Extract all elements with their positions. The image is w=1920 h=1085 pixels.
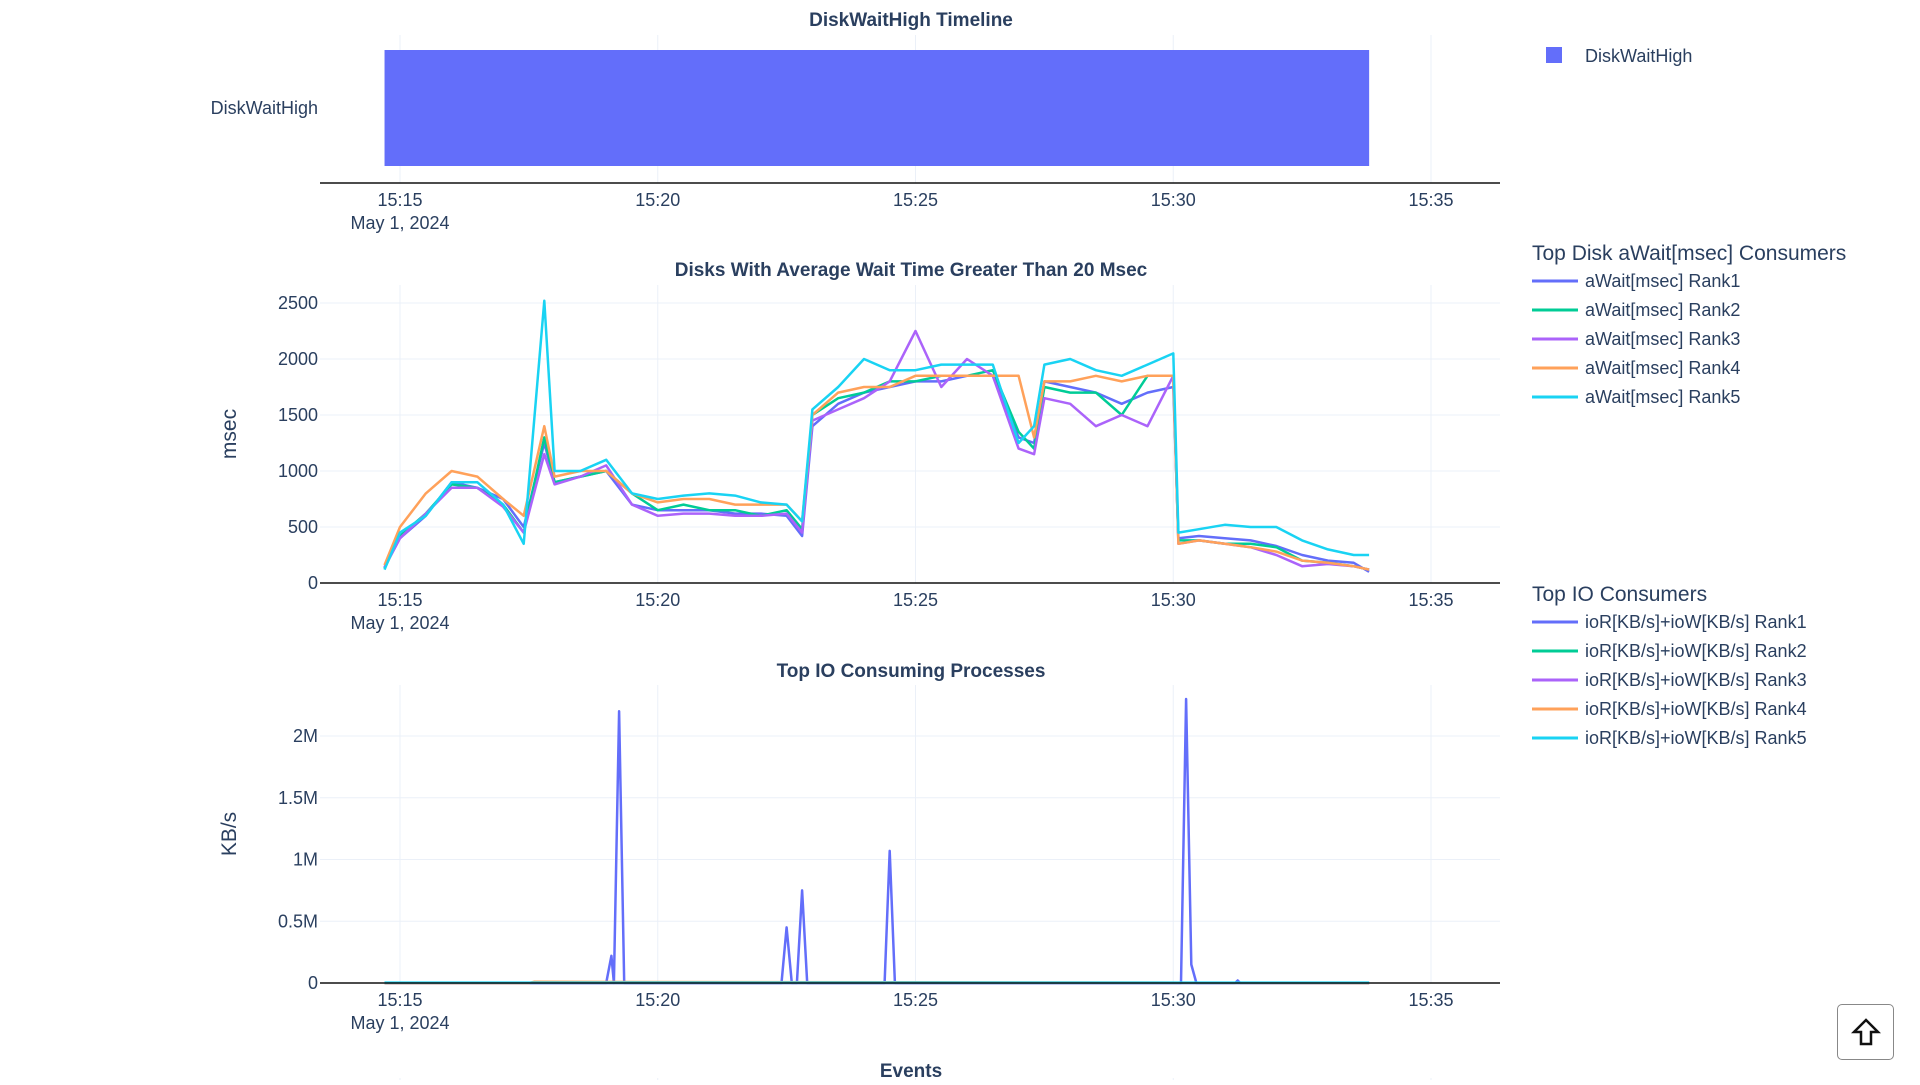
x-tick-label: 15:35 bbox=[1408, 590, 1453, 610]
legend-item-rank3[interactable]: aWait[msec] Rank3 bbox=[1585, 329, 1740, 349]
x-tick-label: 15:30 bbox=[1151, 990, 1196, 1010]
y-tick-label: 1000 bbox=[278, 461, 318, 481]
io-chart-title: Top IO Consuming Processes bbox=[777, 661, 1046, 682]
legend-io: Top IO Consumers ioR[KB/s]+ioW[KB/s] Ran… bbox=[1532, 583, 1807, 748]
x-tick-label: 15:20 bbox=[635, 190, 680, 210]
x-tick-label: 15:25 bbox=[893, 190, 938, 210]
legend-item-diskwaithigh[interactable]: DiskWaitHigh bbox=[1585, 46, 1692, 66]
x-tick-label: 15:30 bbox=[1151, 190, 1196, 210]
series-line-rank5[interactable] bbox=[383, 299, 1370, 571]
x-tick-label: 15:35 bbox=[1408, 990, 1453, 1010]
events-chart-title: Events bbox=[880, 1061, 942, 1080]
timeline-category-label: DiskWaitHigh bbox=[211, 98, 318, 118]
arrow-up-icon bbox=[1850, 1018, 1881, 1046]
y-tick-label: 0 bbox=[308, 573, 318, 593]
y-tick-label: 0 bbox=[308, 973, 318, 993]
legend-item-rank2[interactable]: aWait[msec] Rank2 bbox=[1585, 300, 1740, 320]
x-tick-label: 15:30 bbox=[1151, 590, 1196, 610]
y-tick-label: 2500 bbox=[278, 293, 318, 313]
x-date-label: May 1, 2024 bbox=[350, 213, 449, 233]
legend-await: Top Disk aWait[msec] Consumers aWait[mse… bbox=[1532, 242, 1846, 407]
x-tick-label: 15:15 bbox=[377, 990, 422, 1010]
legend-item-rank1[interactable]: aWait[msec] Rank1 bbox=[1585, 271, 1740, 291]
x-tick-label: 15:20 bbox=[635, 990, 680, 1010]
x-tick-label: 15:35 bbox=[1408, 190, 1453, 210]
x-tick-label: 15:25 bbox=[893, 990, 938, 1010]
x-date-label: May 1, 2024 bbox=[350, 1013, 449, 1033]
timeline-title: DiskWaitHigh Timeline bbox=[809, 10, 1013, 31]
x-tick-label: 15:20 bbox=[635, 590, 680, 610]
legend-item-rank1[interactable]: ioR[KB/s]+ioW[KB/s] Rank1 bbox=[1585, 612, 1807, 632]
x-date-label: May 1, 2024 bbox=[350, 613, 449, 633]
x-tick-label: 15:25 bbox=[893, 590, 938, 610]
scroll-to-top-button[interactable] bbox=[1837, 1004, 1894, 1060]
timeline-bar-diskwaithigh[interactable] bbox=[384, 50, 1370, 166]
y-tick-label: 500 bbox=[288, 517, 318, 537]
x-tick-label: 15:15 bbox=[377, 190, 422, 210]
legend-title-await: Top Disk aWait[msec] Consumers bbox=[1532, 242, 1846, 265]
await-chart-title: Disks With Average Wait Time Greater Tha… bbox=[675, 260, 1148, 281]
await-y-axis-label: msec bbox=[218, 409, 241, 459]
y-tick-label: 1.5M bbox=[278, 788, 318, 808]
y-tick-label: 2M bbox=[293, 726, 318, 746]
legend-title-io: Top IO Consumers bbox=[1532, 583, 1707, 606]
y-tick-label: 2000 bbox=[278, 349, 318, 369]
legend-item-rank4[interactable]: ioR[KB/s]+ioW[KB/s] Rank4 bbox=[1585, 699, 1807, 719]
io-y-axis-label: KB/s bbox=[218, 812, 241, 856]
legend-item-rank5[interactable]: aWait[msec] Rank5 bbox=[1585, 387, 1740, 407]
legend-item-rank5[interactable]: ioR[KB/s]+ioW[KB/s] Rank5 bbox=[1585, 728, 1807, 748]
legend-item-rank3[interactable]: ioR[KB/s]+ioW[KB/s] Rank3 bbox=[1585, 670, 1807, 690]
y-tick-label: 1500 bbox=[278, 405, 318, 425]
x-tick-label: 15:15 bbox=[377, 590, 422, 610]
series-line-rank1[interactable] bbox=[384, 697, 1370, 985]
series-line-rank4[interactable] bbox=[383, 374, 1370, 571]
series-line-rank2[interactable] bbox=[383, 368, 1370, 571]
legend-timeline[interactable]: DiskWaitHigh bbox=[1546, 46, 1692, 66]
legend-item-rank2[interactable]: ioR[KB/s]+ioW[KB/s] Rank2 bbox=[1585, 641, 1807, 661]
legend-marker-diskwaithigh bbox=[1546, 47, 1562, 63]
legend-item-rank4[interactable]: aWait[msec] Rank4 bbox=[1585, 358, 1740, 378]
y-tick-label: 1M bbox=[293, 850, 318, 870]
y-tick-label: 0.5M bbox=[278, 911, 318, 931]
